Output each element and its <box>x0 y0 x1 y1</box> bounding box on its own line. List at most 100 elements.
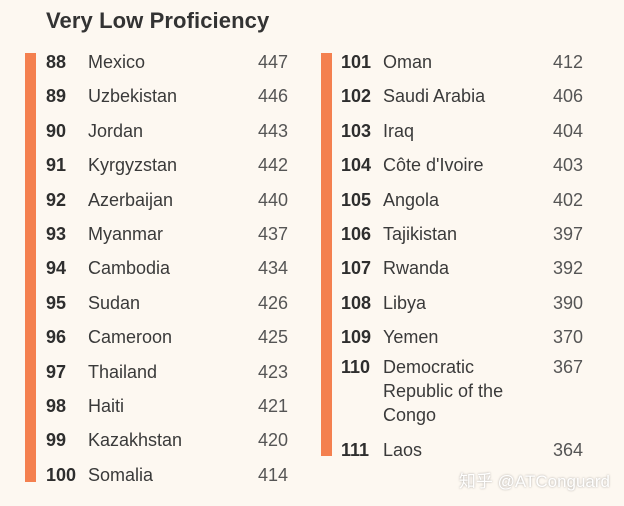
country-name: Cambodia <box>88 258 171 279</box>
proficiency-score: 364 <box>552 439 583 460</box>
proficiency-score: 447 <box>257 52 288 72</box>
country-name: Sudan <box>88 292 141 313</box>
rank-number: 105 <box>341 189 372 210</box>
ranking-row: 90 Jordan 443 <box>46 114 288 148</box>
ranking-row: 105 Angola 402 <box>341 183 583 217</box>
rank-number: 103 <box>341 120 372 141</box>
ranking-row: 111 Laos 364 <box>341 433 583 467</box>
proficiency-score: 423 <box>257 361 288 382</box>
right-accent-bar <box>321 53 332 456</box>
ranking-row: 91 Kyrgyzstan 442 <box>46 148 288 182</box>
proficiency-score: 434 <box>257 258 288 279</box>
rank-number: 109 <box>341 327 372 348</box>
proficiency-score: 414 <box>257 464 288 485</box>
ranking-row: 89 Uzbekistan 446 <box>46 79 288 113</box>
country-name: Angola <box>383 189 440 210</box>
ranking-row: 101 Oman 412 <box>341 45 583 79</box>
watermark: 知乎 @ATConguard <box>458 472 610 491</box>
proficiency-score: 421 <box>257 395 288 416</box>
country-name: Cameroon <box>88 327 173 348</box>
rank-number: 96 <box>46 327 67 348</box>
ranking-row: 103 Iraq 404 <box>341 114 583 148</box>
section-title: Very Low Proficiency <box>46 8 270 33</box>
proficiency-score: 437 <box>257 223 288 244</box>
left-ranking-column: 88 Mexico 447 89 Uzbekistan 446 90 Jorda… <box>46 45 288 492</box>
proficiency-score: 402 <box>552 189 583 210</box>
proficiency-score: 406 <box>552 86 583 107</box>
ranking-row: 100 Somalia 414 <box>46 458 288 492</box>
ranking-row: 97 Thailand 423 <box>46 355 288 389</box>
ranking-row: 93 Myanmar 437 <box>46 217 288 251</box>
country-name: Jordan <box>88 120 144 141</box>
ranking-row: 96 Cameroon 425 <box>46 320 288 354</box>
country-name: Mexico <box>88 52 146 72</box>
rank-number: 102 <box>341 86 372 107</box>
right-ranking-column: 101 Oman 412 102 Saudi Arabia 406 103 Ir… <box>341 45 583 467</box>
rank-number: 98 <box>46 395 67 416</box>
ranking-row: 110 Democratic Republic of the Congo 367 <box>341 355 583 433</box>
ranking-row: 92 Azerbaijan 440 <box>46 183 288 217</box>
ranking-row: 94 Cambodia 434 <box>46 251 288 285</box>
country-name: Saudi Arabia <box>383 86 486 107</box>
rank-number: 91 <box>46 155 67 176</box>
proficiency-score: 403 <box>552 155 583 176</box>
ranking-row: 104 Côte d'Ivoire 403 <box>341 148 583 182</box>
proficiency-score: 390 <box>552 292 583 313</box>
ranking-row: 102 Saudi Arabia 406 <box>341 79 583 113</box>
rank-number: 101 <box>341 52 372 72</box>
rank-number: 100 <box>46 464 77 485</box>
proficiency-score: 367 <box>552 356 583 377</box>
proficiency-score: 370 <box>552 327 583 348</box>
rank-number: 99 <box>46 430 67 451</box>
rank-number: 104 <box>341 155 372 176</box>
rank-number: 94 <box>46 258 67 279</box>
country-name: Rwanda <box>383 258 450 279</box>
proficiency-score: 412 <box>552 52 583 72</box>
rank-number: 106 <box>341 223 372 244</box>
country-name: Haiti <box>88 395 125 416</box>
country-name: Azerbaijan <box>88 189 174 210</box>
ranking-row: 98 Haiti 421 <box>46 389 288 423</box>
rank-number: 97 <box>46 361 67 382</box>
ranking-row: 108 Libya 390 <box>341 286 583 320</box>
country-name: Thailand <box>88 361 158 382</box>
proficiency-score: 420 <box>257 430 288 451</box>
proficiency-score: 404 <box>552 120 583 141</box>
proficiency-score: 397 <box>552 223 583 244</box>
country-name: Côte d'Ivoire <box>383 155 484 176</box>
proficiency-score: 425 <box>257 327 288 348</box>
country-name: Oman <box>383 52 433 72</box>
rank-number: 107 <box>341 258 372 279</box>
ranking-row: 95 Sudan 426 <box>46 286 288 320</box>
rank-number: 90 <box>46 120 67 141</box>
proficiency-score: 442 <box>257 155 288 176</box>
left-accent-bar <box>25 53 36 482</box>
country-name: Kazakhstan <box>88 430 183 451</box>
country-name: Uzbekistan <box>88 86 178 107</box>
country-name: Libya <box>383 292 427 313</box>
country-name: Democratic Republic of the Congo <box>383 356 504 425</box>
rank-number: 95 <box>46 292 67 313</box>
country-name: Iraq <box>383 120 415 141</box>
country-name: Tajikistan <box>383 223 458 244</box>
ranking-row: 107 Rwanda 392 <box>341 251 583 285</box>
proficiency-score: 392 <box>552 258 583 279</box>
country-name: Somalia <box>88 464 154 485</box>
proficiency-score: 426 <box>257 292 288 313</box>
country-name: Kyrgyzstan <box>88 155 178 176</box>
country-name: Myanmar <box>88 223 164 244</box>
rank-number: 92 <box>46 189 67 210</box>
proficiency-score: 446 <box>257 86 288 107</box>
ranking-row: 88 Mexico 447 <box>46 45 288 79</box>
ranking-row: 109 Yemen 370 <box>341 320 583 354</box>
proficiency-score: 443 <box>257 120 288 141</box>
rank-number: 89 <box>46 86 67 107</box>
rank-number: 88 <box>46 52 67 72</box>
rank-number: 108 <box>341 292 372 313</box>
ranking-row: 99 Kazakhstan 420 <box>46 423 288 457</box>
rank-number: 110 <box>341 356 371 377</box>
rank-number: 93 <box>46 223 67 244</box>
ranking-row: 106 Tajikistan 397 <box>341 217 583 251</box>
country-name: Yemen <box>383 327 439 348</box>
proficiency-score: 440 <box>257 189 288 210</box>
